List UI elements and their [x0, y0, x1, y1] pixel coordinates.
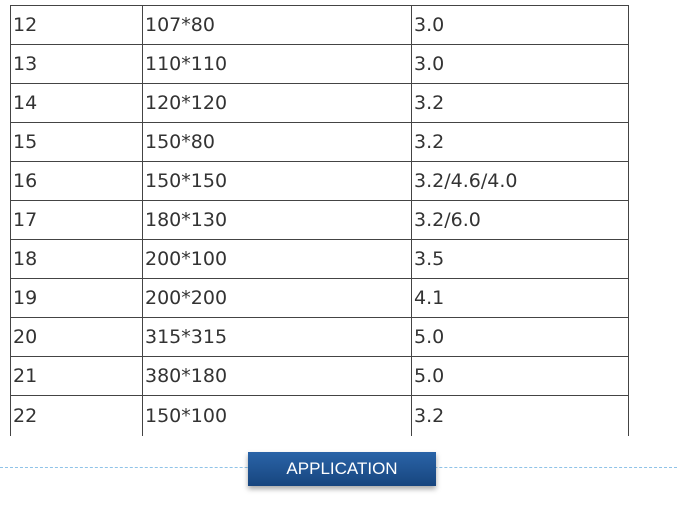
- table-cell: 18: [10, 239, 143, 279]
- table-cell: 4.1: [411, 278, 629, 318]
- table-cell: 3.5: [411, 239, 629, 279]
- spec-table: 12 107*80 3.0 13 110*110 3.0 14 120*120 3.2 15 150…: [10, 5, 629, 436]
- table-row: 21 380*180 5.0: [10, 356, 629, 396]
- table-row: 12 107*80 3.0: [10, 5, 629, 45]
- table-row: 16 150*150 3.2/4.6/4.0: [10, 161, 629, 201]
- table-cell: 200*100: [142, 239, 412, 279]
- table-cell: 14: [10, 83, 143, 123]
- table-cell: 5.0: [411, 317, 629, 357]
- table-cell: 5.0: [411, 356, 629, 396]
- table-cell: 150*100: [142, 395, 412, 436]
- table-cell: 15: [10, 122, 143, 162]
- table-cell: 107*80: [142, 5, 412, 45]
- table-cell: 3.2/4.6/4.0: [411, 161, 629, 201]
- table-cell: 13: [10, 44, 143, 84]
- table-cell: 17: [10, 200, 143, 240]
- table-cell: 19: [10, 278, 143, 318]
- table-cell: 21: [10, 356, 143, 396]
- table-row: 20 315*315 5.0: [10, 317, 629, 357]
- table-cell: 16: [10, 161, 143, 201]
- table-cell: 200*200: [142, 278, 412, 318]
- table-cell: 120*120: [142, 83, 412, 123]
- table-cell: 180*130: [142, 200, 412, 240]
- table-cell: 3.0: [411, 5, 629, 45]
- table-cell: 3.2: [411, 83, 629, 123]
- table-cell: 380*180: [142, 356, 412, 396]
- table-row: 15 150*80 3.2: [10, 122, 629, 162]
- table-row: 13 110*110 3.0: [10, 44, 629, 84]
- table-body: 12 107*80 3.0 13 110*110 3.0 14 120*120 3.2 15 150…: [10, 5, 629, 436]
- table-row: 14 120*120 3.2: [10, 83, 629, 123]
- application-button[interactable]: APPLICATION: [248, 452, 436, 486]
- table-row: 22 150*100 3.2: [10, 395, 629, 436]
- table-cell: 3.2: [411, 395, 629, 436]
- table-cell: 150*150: [142, 161, 412, 201]
- table-cell: 3.2: [411, 122, 629, 162]
- table-row: 18 200*100 3.5: [10, 239, 629, 279]
- table-cell: 150*80: [142, 122, 412, 162]
- table-row: 17 180*130 3.2/6.0: [10, 200, 629, 240]
- table-cell: 315*315: [142, 317, 412, 357]
- table-row: 19 200*200 4.1: [10, 278, 629, 318]
- table-cell: 22: [10, 395, 143, 436]
- table-cell: 20: [10, 317, 143, 357]
- table-cell: 3.2/6.0: [411, 200, 629, 240]
- table-cell: 110*110: [142, 44, 412, 84]
- table-cell: 12: [10, 5, 143, 45]
- table-cell: 3.0: [411, 44, 629, 84]
